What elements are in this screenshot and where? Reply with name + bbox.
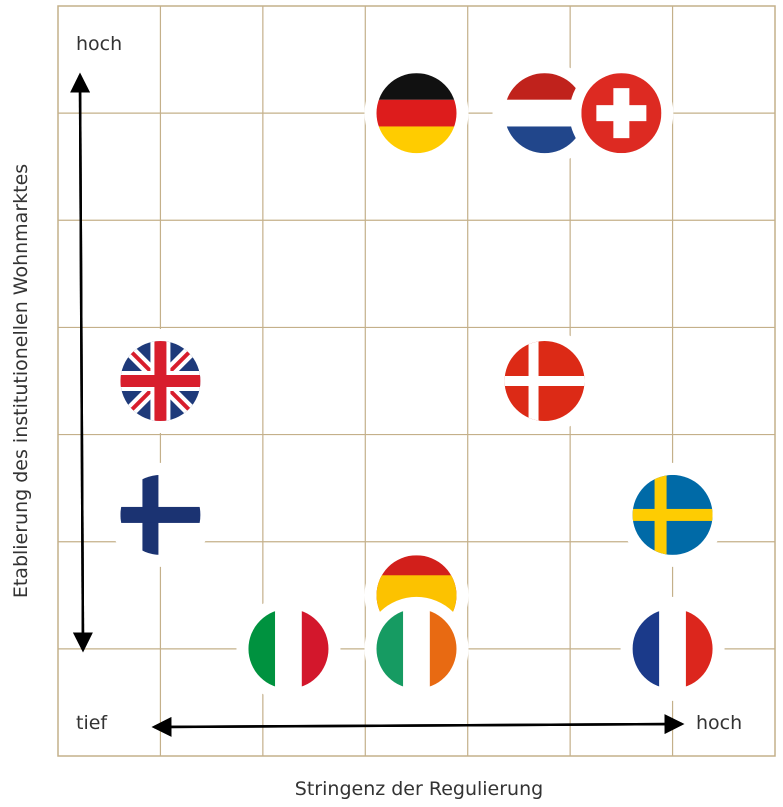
sweden-flag-icon [620, 462, 725, 567]
y-axis-title: Etablierung des institutionellen Wohnmar… [10, 164, 32, 598]
x-axis-arrow-left-head [151, 716, 681, 737]
germany-flag-icon [364, 61, 469, 166]
switzerland-flag-icon [569, 61, 674, 166]
finland-flag-icon [108, 462, 213, 567]
x-low-label: tief [76, 712, 108, 734]
united-kingdom-flag-icon [108, 329, 213, 433]
italy-flag-icon [236, 596, 341, 701]
denmark-flag-icon [492, 329, 597, 433]
netherlands-flag-icon [492, 61, 597, 166]
axes [70, 72, 685, 737]
flags [108, 61, 725, 701]
plot-frame [57, 5, 776, 757]
x-high-label: hoch [696, 712, 742, 734]
y-high-label: hoch [76, 33, 122, 55]
x-axis-title: Stringenz der Regulierung [295, 778, 543, 800]
france-flag-icon [620, 596, 725, 701]
y-axis-arrow-bottom-head [72, 79, 93, 653]
ireland-flag-icon [364, 596, 469, 701]
